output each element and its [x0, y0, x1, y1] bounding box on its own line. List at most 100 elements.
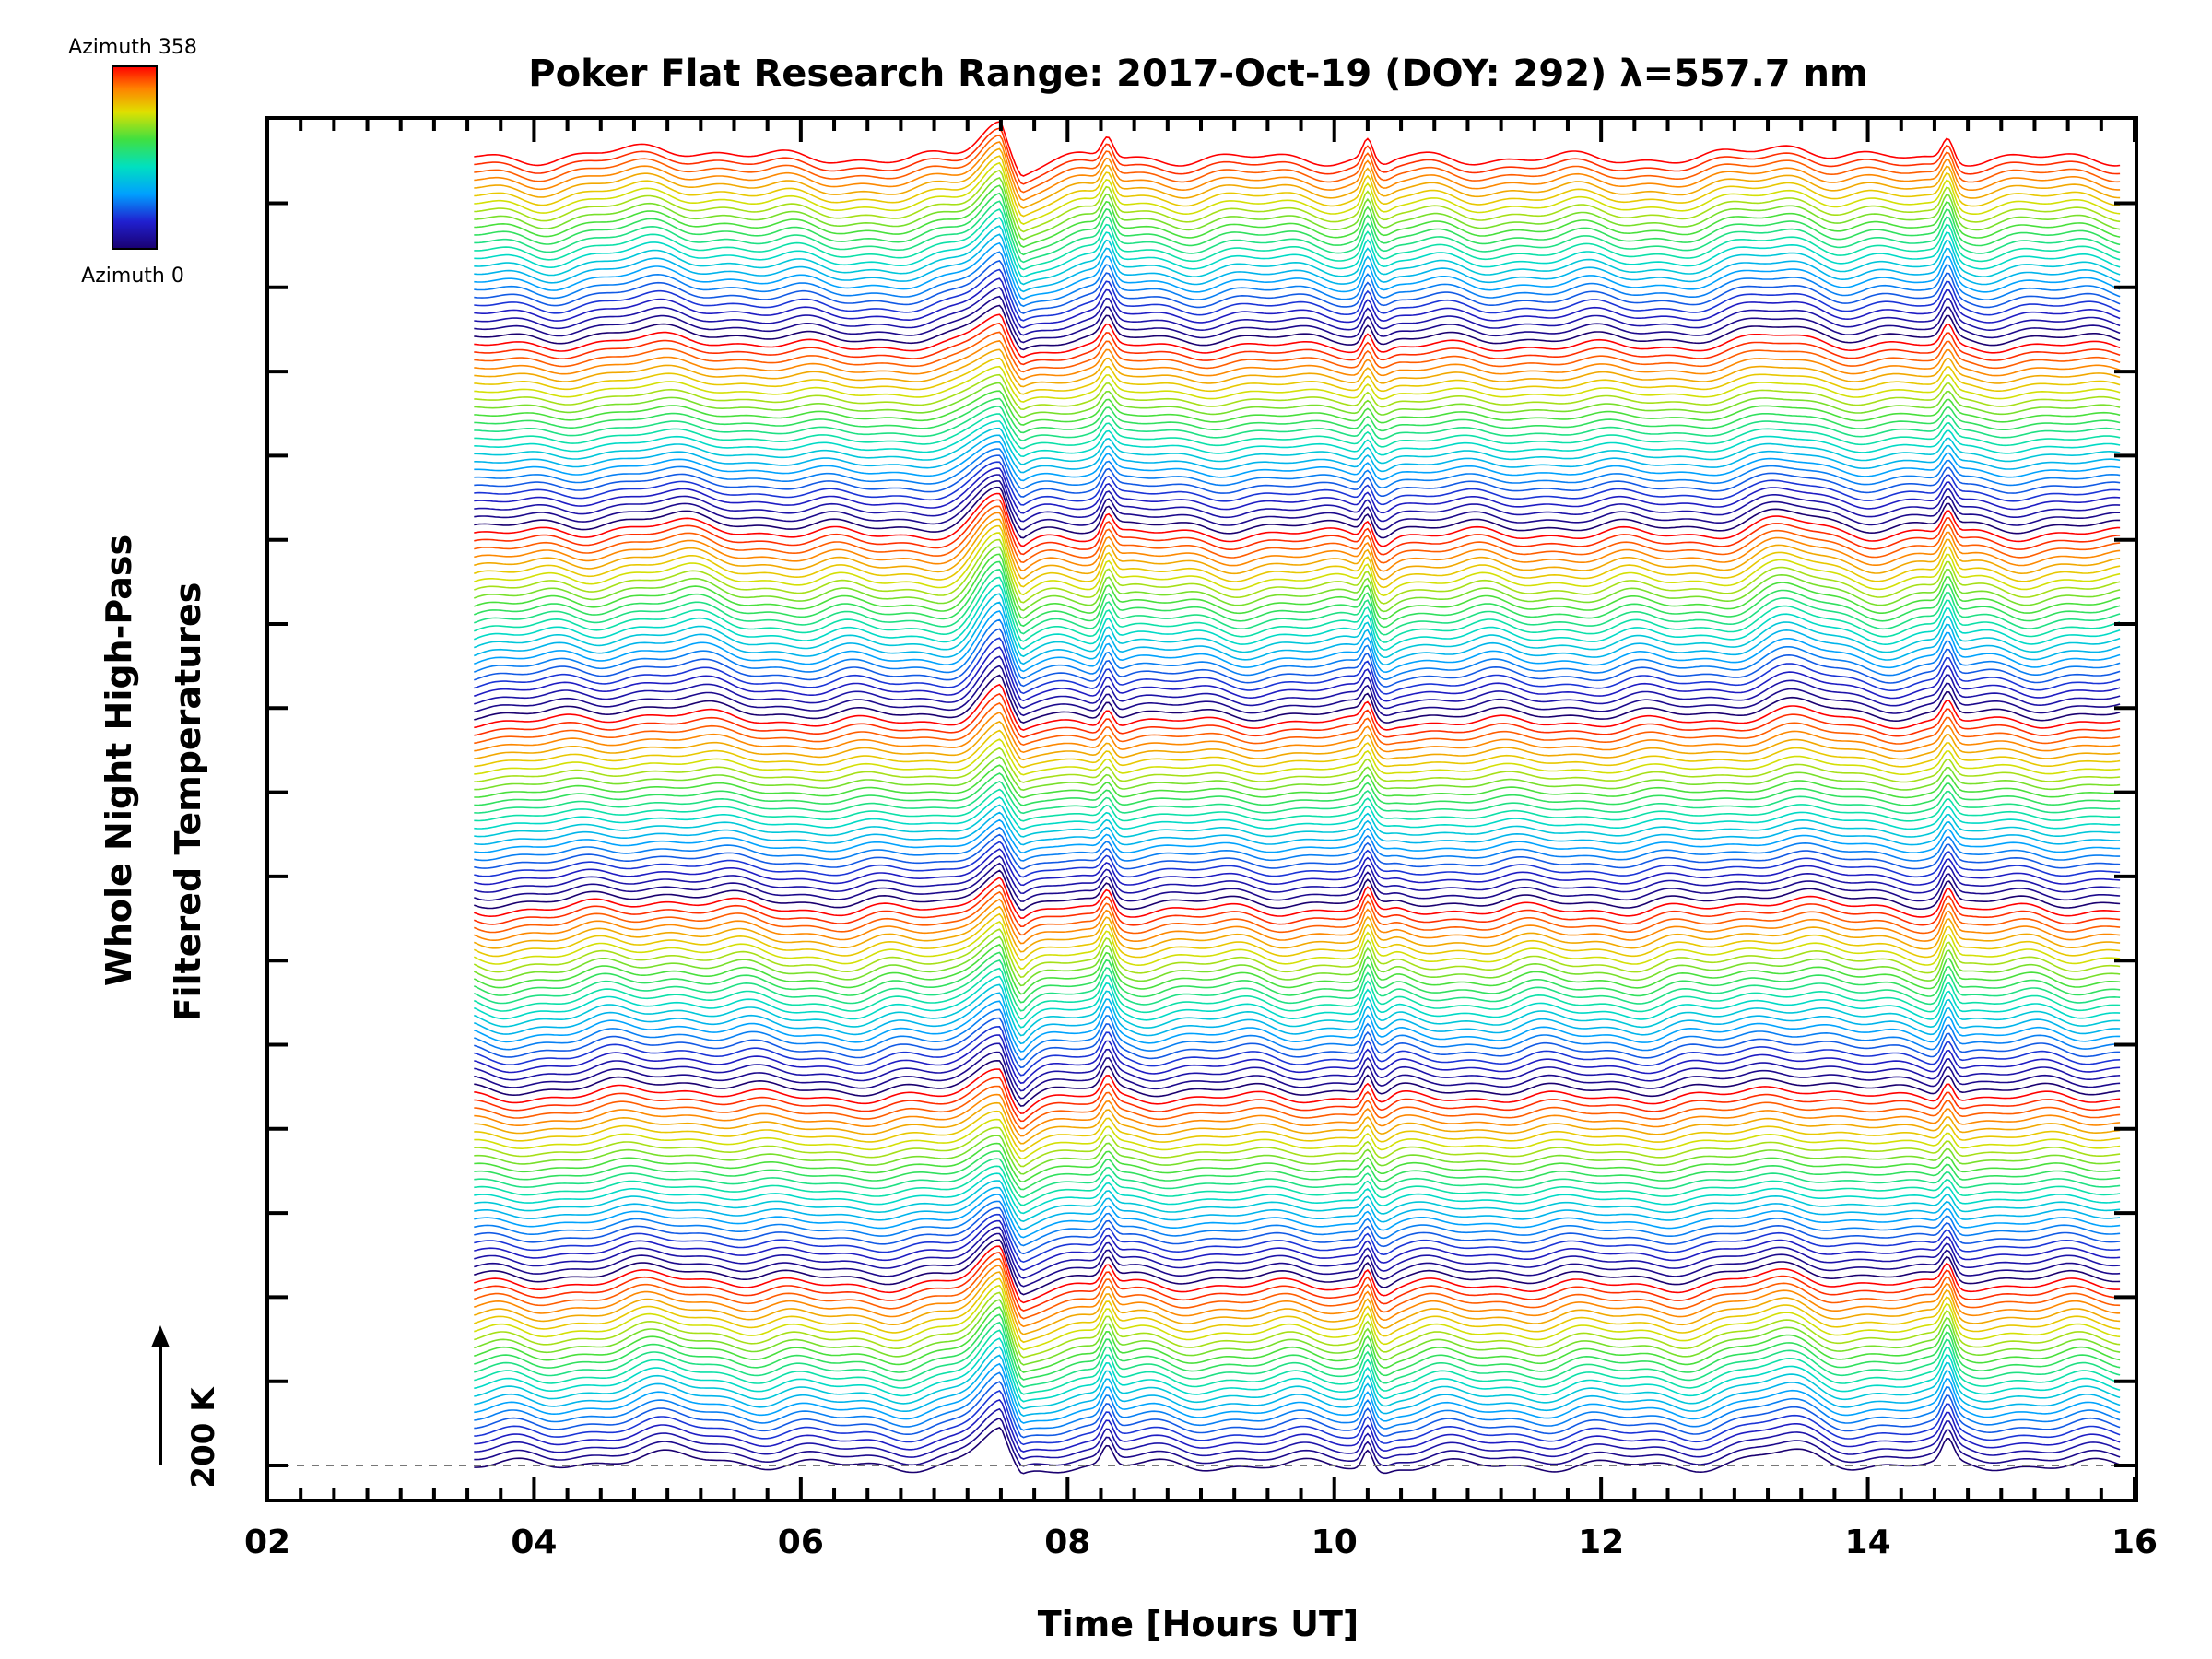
azimuth-trace — [474, 1265, 2121, 1328]
azimuth-trace — [474, 1110, 2121, 1152]
azimuth-trace — [474, 518, 2121, 581]
azimuth-trace — [474, 155, 2121, 218]
azimuth-trace — [474, 692, 2121, 738]
azimuth-trace — [474, 413, 2121, 450]
azimuth-trace — [474, 454, 2121, 498]
azimuth-trace — [474, 348, 2121, 388]
azimuth-trace — [474, 855, 2121, 895]
azimuth-trace — [474, 225, 2121, 286]
azimuth-trace — [474, 448, 2121, 490]
azimuth-trace — [474, 287, 2121, 336]
azimuth-trace — [473, 905, 2121, 953]
azimuth-trace — [474, 811, 2121, 846]
colorbar-bottom-label: Azimuth 0 — [81, 265, 184, 288]
azimuth-trace — [474, 357, 2121, 395]
azimuth-trace — [474, 382, 2121, 418]
azimuth-trace — [474, 340, 2121, 381]
x-tick-label: 14 — [1845, 1524, 1891, 1561]
x-tick-label: 04 — [511, 1524, 557, 1561]
azimuth-trace — [474, 184, 2121, 248]
azimuth-trace — [474, 1299, 2121, 1366]
azimuth-trace — [473, 928, 2121, 979]
azimuth-trace — [474, 1158, 2121, 1199]
azimuth-trace — [474, 1034, 2121, 1084]
azimuth-trace — [473, 912, 2121, 961]
y-axis-label-line1: Whole Night High-Pass — [99, 535, 139, 986]
azimuth-trace — [474, 1284, 2121, 1351]
azimuth-trace — [474, 241, 2121, 300]
azimuth-trace — [474, 569, 2121, 636]
x-tick-label: 06 — [778, 1524, 824, 1561]
azimuth-trace — [474, 546, 2121, 613]
y-axis-label-line2: Filtered Temperatures — [168, 582, 208, 1022]
azimuth-trace — [473, 576, 2121, 643]
azimuth-trace — [474, 474, 2121, 523]
azimuth-trace — [473, 983, 2121, 1037]
azimuth-trace — [474, 208, 2121, 271]
azimuth-trace — [474, 780, 2121, 815]
trace-group — [473, 121, 2121, 1475]
azimuth-trace — [474, 505, 2121, 564]
azimuth-trace — [474, 467, 2121, 514]
azimuth-trace — [474, 1271, 2121, 1335]
azimuth-trace — [474, 1051, 2121, 1100]
azimuth-trace — [474, 1346, 2121, 1410]
azimuth-trace — [474, 313, 2121, 359]
x-ticks — [265, 118, 2136, 1500]
azimuth-trace — [474, 772, 2121, 806]
azimuth-trace — [474, 1371, 2121, 1431]
azimuth-trace — [473, 601, 2121, 666]
azimuth-trace — [474, 869, 2121, 911]
scale-arrow-head — [151, 1325, 170, 1347]
azimuth-trace — [474, 480, 2121, 531]
colorbar-top-label: Azimuth 358 — [68, 36, 197, 59]
azimuth-trace — [474, 796, 2121, 830]
azimuth-trace — [474, 826, 2121, 862]
azimuth-trace — [474, 1000, 2121, 1053]
azimuth-trace — [474, 1226, 2121, 1279]
azimuth-trace — [474, 295, 2121, 344]
azimuth-trace — [474, 277, 2121, 329]
x-tick-label: 10 — [1312, 1524, 1358, 1561]
azimuth-trace — [474, 1077, 2121, 1123]
azimuth-trace — [474, 499, 2121, 556]
azimuth-trace — [474, 390, 2121, 426]
azimuth-trace — [474, 738, 2121, 776]
azimuth-trace — [474, 1180, 2121, 1222]
azimuth-trace — [474, 1381, 2121, 1439]
azimuth-trace — [474, 141, 2121, 202]
azimuth-trace — [474, 365, 2121, 403]
azimuth-trace — [474, 1186, 2121, 1230]
azimuth-trace — [474, 147, 2121, 209]
azimuth-trace — [474, 1135, 2121, 1175]
azimuth-trace — [474, 1025, 2121, 1077]
azimuth-trace — [474, 747, 2121, 783]
azimuth-trace — [474, 134, 2121, 194]
azimuth-trace — [474, 1426, 2121, 1475]
azimuth-trace — [474, 1213, 2121, 1264]
azimuth-trace — [474, 1390, 2121, 1446]
azimuth-trace — [474, 674, 2121, 724]
azimuth-trace — [474, 492, 2121, 547]
azimuth-trace — [474, 373, 2121, 411]
azimuth-trace — [474, 1142, 2121, 1183]
azimuth-trace — [474, 618, 2121, 681]
azimuth-trace — [474, 397, 2121, 434]
azimuth-trace — [474, 161, 2121, 225]
azimuth-trace — [474, 1172, 2121, 1215]
azimuth-trace — [474, 192, 2121, 256]
azimuth-trace — [474, 322, 2121, 366]
azimuth-trace — [474, 720, 2121, 761]
azimuth-trace — [474, 833, 2121, 870]
azimuth-trace — [474, 1219, 2121, 1271]
azimuth-trace — [474, 406, 2121, 441]
azimuth-trace — [474, 804, 2121, 838]
x-tick-label: 12 — [1578, 1524, 1624, 1561]
x-tick-label: 02 — [244, 1524, 290, 1561]
azimuth-trace — [474, 169, 2121, 233]
azimuth-trace — [474, 1337, 2121, 1403]
azimuth-trace — [474, 628, 2121, 688]
azimuth-trace — [474, 1194, 2121, 1239]
azimuth-trace — [474, 127, 2121, 185]
